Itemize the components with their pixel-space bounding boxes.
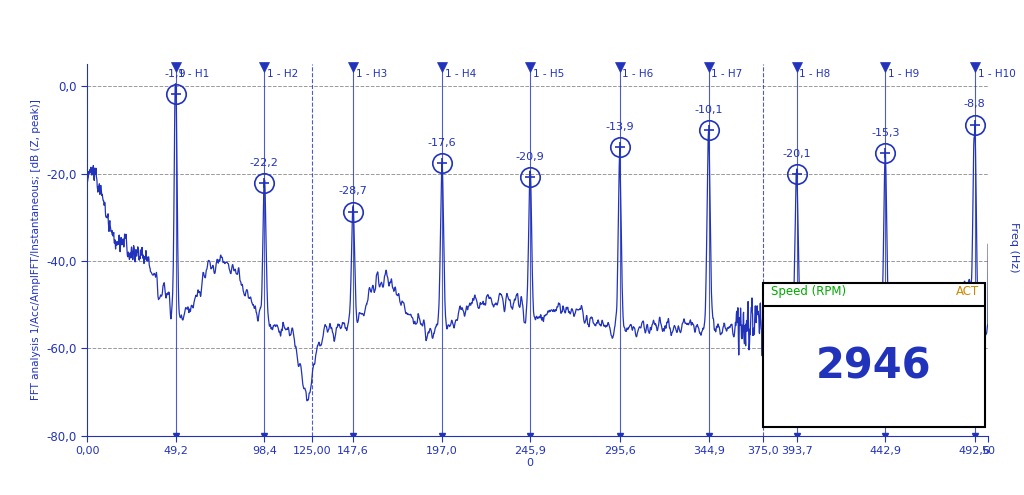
Text: 1 - H7: 1 - H7 <box>712 69 742 79</box>
Y-axis label: FFT analysis 1/Acc/AmpIFFT/Instantaneous; [dB (Z, peak)]: FFT analysis 1/Acc/AmpIFFT/Instantaneous… <box>31 99 41 400</box>
Text: 1 - H9: 1 - H9 <box>888 69 920 79</box>
Text: -1,9: -1,9 <box>165 69 186 79</box>
Text: -20,1: -20,1 <box>782 148 811 159</box>
Text: 1 - H8: 1 - H8 <box>800 69 830 79</box>
Text: -20,9: -20,9 <box>516 152 545 162</box>
Text: 1 - H6: 1 - H6 <box>623 69 653 79</box>
Text: -13,9: -13,9 <box>605 122 634 132</box>
Text: -15,3: -15,3 <box>871 128 899 138</box>
Text: Speed (RPM): Speed (RPM) <box>771 285 846 298</box>
Text: 1 - H10: 1 - H10 <box>978 69 1015 79</box>
Text: -22,2: -22,2 <box>250 158 279 168</box>
Text: 1 - H1: 1 - H1 <box>178 69 210 79</box>
Text: 2946: 2946 <box>816 346 932 388</box>
Text: 1 - H2: 1 - H2 <box>267 69 298 79</box>
Text: 1 - H3: 1 - H3 <box>355 69 387 79</box>
Text: -10,1: -10,1 <box>694 105 723 115</box>
Text: -17,6: -17,6 <box>428 138 457 148</box>
Text: 1 - H4: 1 - H4 <box>444 69 476 79</box>
Text: -8,8: -8,8 <box>964 99 986 109</box>
Text: 1 - H5: 1 - H5 <box>532 69 564 79</box>
Text: -28,7: -28,7 <box>339 186 368 196</box>
Text: ACT: ACT <box>956 285 979 298</box>
Text: Freq (Hz): Freq (Hz) <box>1009 222 1019 273</box>
